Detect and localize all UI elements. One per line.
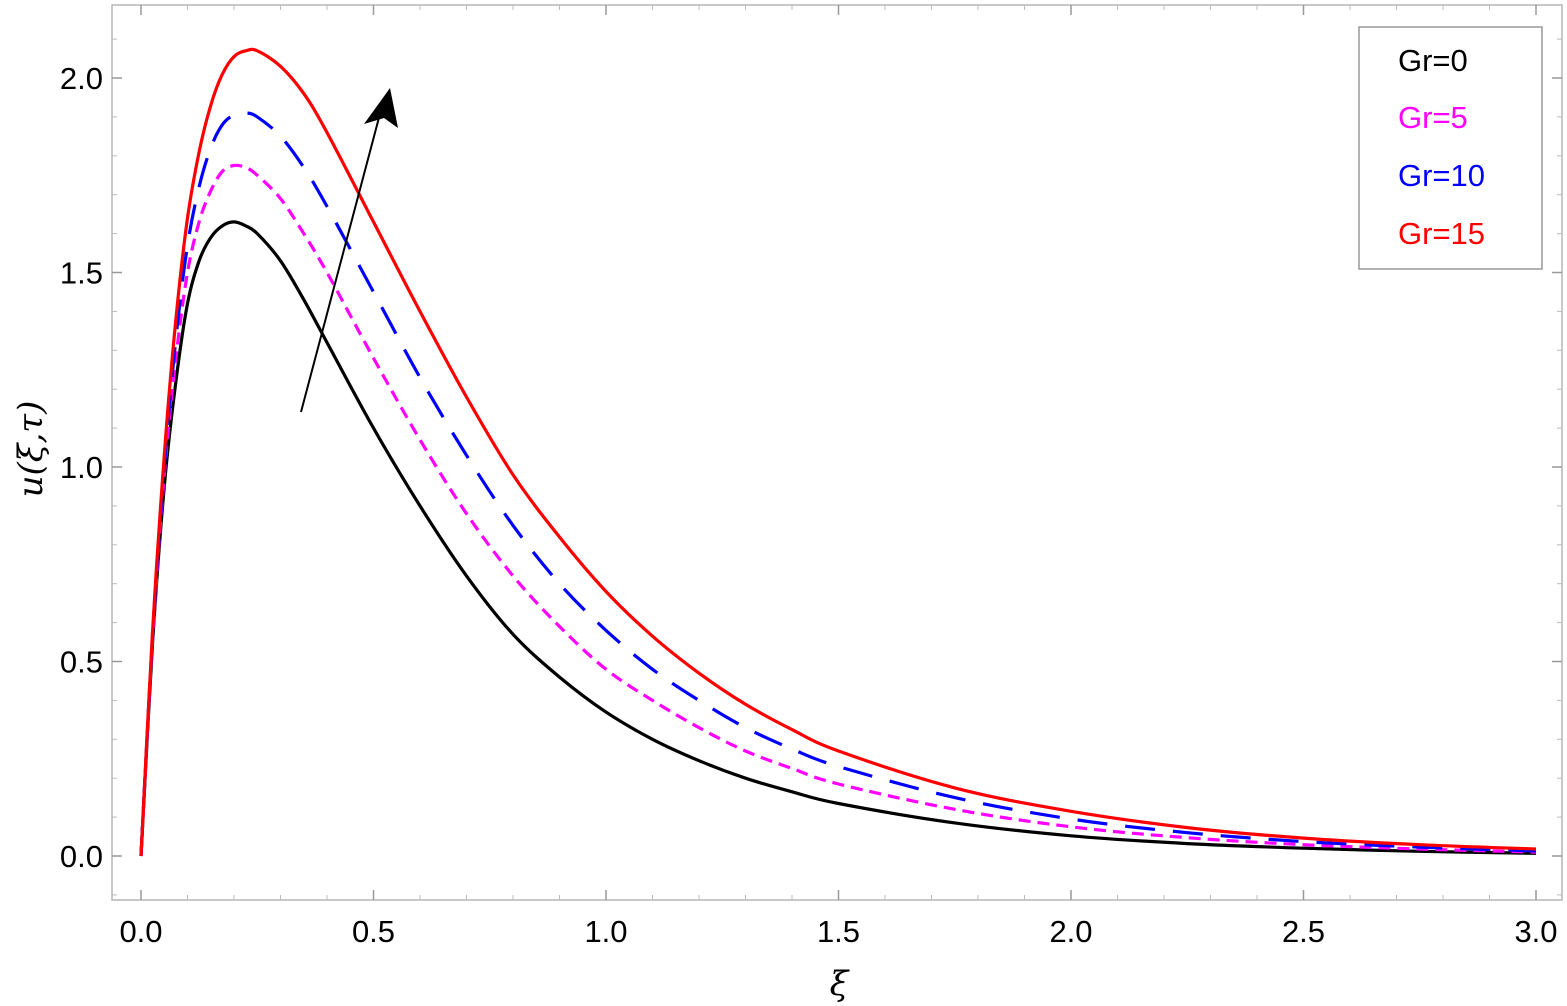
x-tick-label: 0.5 [352,914,395,949]
legend: Gr=0 Gr=5 Gr=10 Gr=15 [1358,26,1543,270]
plot-frame [111,4,1563,901]
y-tick-label: 0.5 [60,645,103,680]
legend-item-gr10: Gr=10 [1398,158,1485,193]
ticks: 0.0 0.5 1.0 1.5 2.0 2.5 3.0 0.0 0.5 1.0 1.5 2.0 [60,5,1562,949]
legend-item-gr15: Gr=15 [1398,216,1485,251]
y-axis-title: u(ξ,τ) [11,401,51,498]
series-line-gr15 [139,47,1537,857]
legend-item-gr0: Gr=0 [1398,43,1468,78]
increase-arrow [300,88,398,413]
y-tick-label: 1.0 [60,450,103,485]
x-tick-label: 3.0 [1514,914,1557,949]
x-tick-label: 2.0 [1049,914,1092,949]
legend-box [1358,26,1543,270]
x-tick-label: 1.0 [584,914,627,949]
x-axis-title: ξ [830,964,851,1004]
x-tick-label: 0.0 [119,914,162,949]
series-line-gr0 [139,220,1537,857]
legend-item-gr5: Gr=5 [1398,100,1468,135]
y-tick-label: 1.5 [60,256,103,291]
x-tick-label: 1.5 [817,914,860,949]
series-line-gr5 [139,163,1537,857]
y-tick-label: 2.0 [60,61,103,96]
x-tick-label: 2.5 [1282,914,1325,949]
y-tick-label: 0.0 [60,839,103,874]
series-group [139,47,1537,857]
